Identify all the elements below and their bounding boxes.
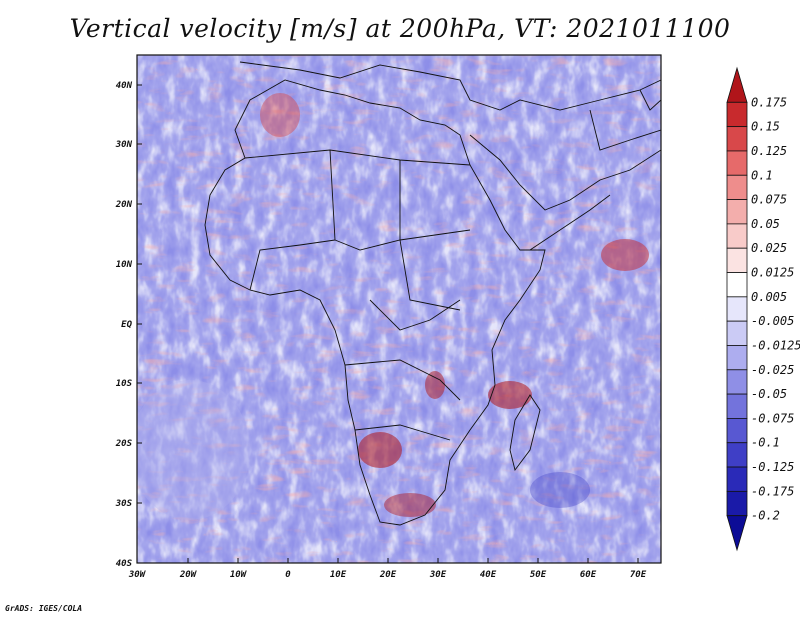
- lon-label: 40E: [480, 570, 497, 580]
- colorbar-label: -0.1: [751, 436, 780, 450]
- colorbar-label: 0.0125: [751, 266, 794, 280]
- plot-frame: [136, 54, 662, 564]
- colorbar-label: -0.05: [751, 387, 787, 401]
- colorbar-cell: [726, 101, 748, 128]
- colorbar-label: -0.0125: [751, 338, 800, 352]
- colorbar-cell: [726, 174, 748, 200]
- colorbar-cell: [726, 199, 748, 225]
- colorbar-label: 0.15: [751, 120, 780, 134]
- colorbar-label: 0.175: [751, 95, 787, 109]
- colorbar-cell: [726, 369, 748, 395]
- colorbar-cell: [726, 223, 748, 249]
- lon-label: 10W: [230, 570, 248, 580]
- colorbar-cell: [726, 345, 748, 371]
- colorbar-label: 0.005: [751, 290, 787, 304]
- lon-label: 0: [285, 570, 291, 580]
- lat-label: 10S: [116, 379, 133, 389]
- lon-label: 50E: [530, 570, 547, 580]
- lat-label: 40S: [116, 559, 133, 569]
- colorbar-cell: [726, 126, 748, 152]
- lat-label: 40N: [116, 81, 133, 91]
- colorbar-cell: [726, 393, 748, 419]
- colorbar-cell: [726, 247, 748, 273]
- colorbar-label: -0.025: [751, 363, 794, 377]
- lat-label: 30N: [115, 140, 133, 150]
- colorbar-cell: [726, 442, 748, 468]
- colorbar-label: -0.2: [751, 509, 780, 523]
- colorbar-cell: [726, 418, 748, 444]
- colorbar-label: 0.125: [751, 144, 787, 158]
- colorbar-bottom-arrow: [726, 515, 748, 552]
- map-title: Vertical velocity [m/s] at 200hPa, VT: 2…: [69, 14, 731, 43]
- colorbar-label: 0.1: [751, 168, 773, 182]
- lon-label: 30E: [429, 570, 447, 580]
- field-layer: [137, 55, 661, 563]
- lat-label: 20N: [115, 200, 133, 210]
- colorbar: 0.175 0.15 0.125 0.1 0.075 0.05 0.025 0.0125 0.0…: [726, 66, 800, 552]
- colorbar-cell: [726, 150, 748, 176]
- colorbar-cell: [726, 272, 748, 298]
- colorbar-cell: [726, 320, 748, 346]
- credit-text: GrADS: IGES/COLA: [5, 604, 83, 613]
- colorbar-label: -0.175: [751, 484, 794, 498]
- colorbar-cell: [726, 296, 748, 322]
- lon-label: 30W: [128, 570, 147, 580]
- lat-label: EQ: [121, 320, 132, 330]
- lon-label: 60E: [580, 570, 597, 580]
- colorbar-label: -0.075: [751, 411, 794, 425]
- axis-ticks: [137, 84, 639, 563]
- colorbar-label: 0.05: [751, 217, 780, 231]
- colorbar-top-arrow: [726, 66, 748, 103]
- lat-label: 20S: [115, 439, 133, 449]
- colorbar-label: 0.025: [751, 241, 787, 255]
- colorbar-label: -0.125: [751, 460, 794, 474]
- lon-label: 20E: [379, 570, 397, 580]
- lon-label: 20W: [179, 570, 198, 580]
- lon-label: 10E: [330, 570, 347, 580]
- lat-label: 10N: [116, 260, 133, 270]
- colorbar-cell: [726, 490, 748, 517]
- lat-label: 30S: [115, 499, 133, 509]
- lon-label: 70E: [630, 570, 647, 580]
- coastlines: [204, 61, 661, 526]
- colorbar-label: 0.075: [751, 193, 787, 207]
- colorbar-label: -0.005: [751, 314, 794, 328]
- colorbar-cell: [726, 466, 748, 492]
